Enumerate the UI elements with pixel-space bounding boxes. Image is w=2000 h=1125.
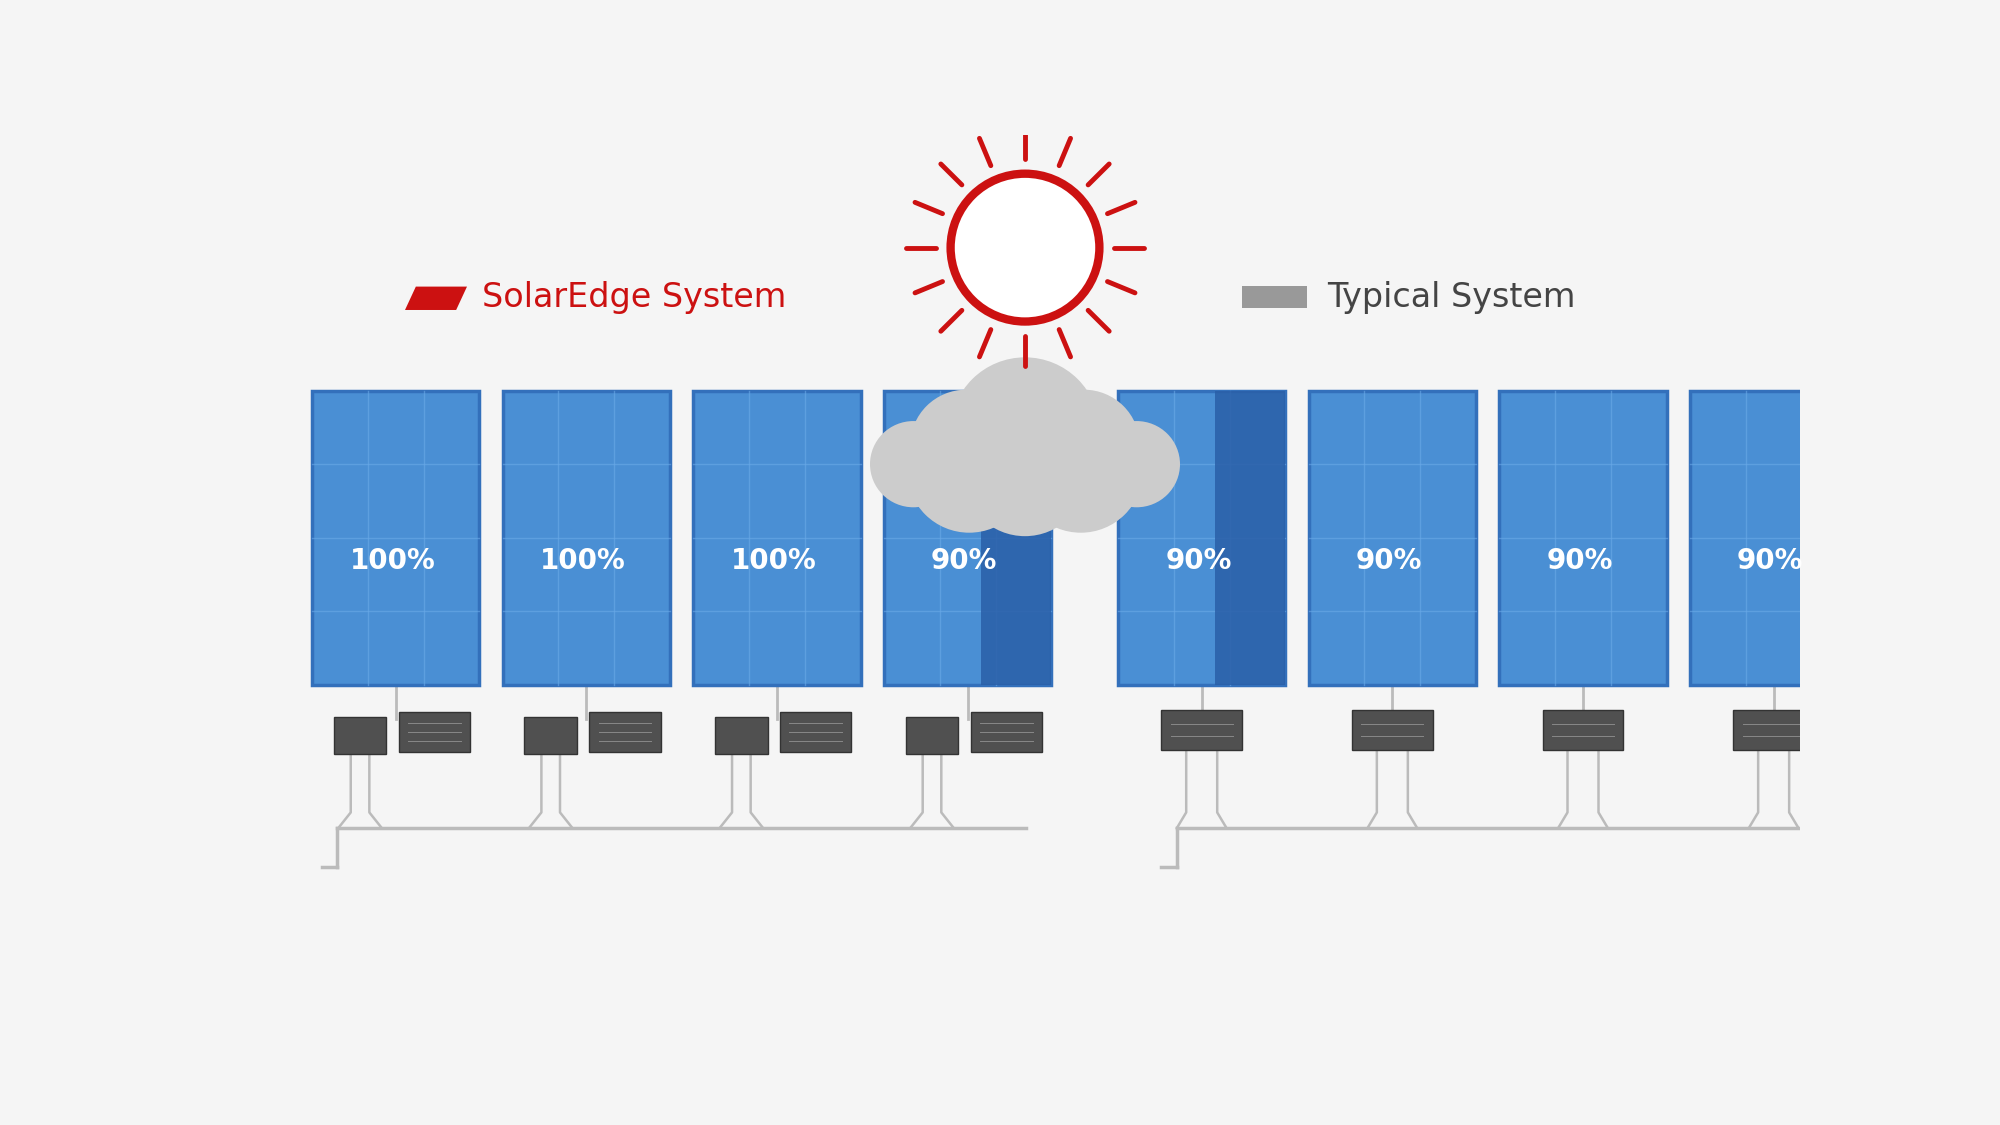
Text: 100%: 100% xyxy=(540,548,626,575)
FancyBboxPatch shape xyxy=(970,712,1042,752)
FancyBboxPatch shape xyxy=(590,712,660,752)
Text: Typical System: Typical System xyxy=(1328,281,1576,314)
FancyBboxPatch shape xyxy=(694,390,860,685)
FancyBboxPatch shape xyxy=(1690,390,1858,685)
FancyBboxPatch shape xyxy=(524,717,578,754)
Ellipse shape xyxy=(910,389,1022,501)
Ellipse shape xyxy=(870,421,956,507)
FancyBboxPatch shape xyxy=(982,390,1052,685)
FancyBboxPatch shape xyxy=(1242,286,1308,308)
Ellipse shape xyxy=(1028,389,1140,501)
Text: 90%: 90% xyxy=(1546,548,1612,575)
Ellipse shape xyxy=(950,358,1100,505)
Ellipse shape xyxy=(964,413,1088,537)
Text: 100%: 100% xyxy=(730,548,816,575)
FancyBboxPatch shape xyxy=(1162,710,1242,750)
Ellipse shape xyxy=(1094,421,1180,507)
Ellipse shape xyxy=(908,410,1032,533)
FancyBboxPatch shape xyxy=(502,390,670,685)
FancyBboxPatch shape xyxy=(1216,390,1286,685)
FancyBboxPatch shape xyxy=(1500,390,1666,685)
FancyBboxPatch shape xyxy=(1542,710,1624,750)
Text: SolarEdge System: SolarEdge System xyxy=(482,281,786,314)
Text: 90%: 90% xyxy=(1166,548,1232,575)
FancyBboxPatch shape xyxy=(312,390,480,685)
FancyBboxPatch shape xyxy=(1734,710,1814,750)
Polygon shape xyxy=(404,287,468,310)
Ellipse shape xyxy=(950,173,1100,322)
FancyBboxPatch shape xyxy=(334,717,386,754)
Text: 90%: 90% xyxy=(932,548,998,575)
FancyBboxPatch shape xyxy=(780,712,852,752)
FancyBboxPatch shape xyxy=(884,390,1052,685)
FancyBboxPatch shape xyxy=(1118,390,1286,685)
FancyBboxPatch shape xyxy=(716,717,768,754)
Text: 90%: 90% xyxy=(1738,548,1804,575)
Text: 100%: 100% xyxy=(350,548,436,575)
Ellipse shape xyxy=(1018,410,1142,533)
FancyBboxPatch shape xyxy=(1308,390,1476,685)
FancyBboxPatch shape xyxy=(1352,710,1432,750)
FancyBboxPatch shape xyxy=(398,712,470,752)
Text: 90%: 90% xyxy=(1356,548,1422,575)
FancyBboxPatch shape xyxy=(906,717,958,754)
